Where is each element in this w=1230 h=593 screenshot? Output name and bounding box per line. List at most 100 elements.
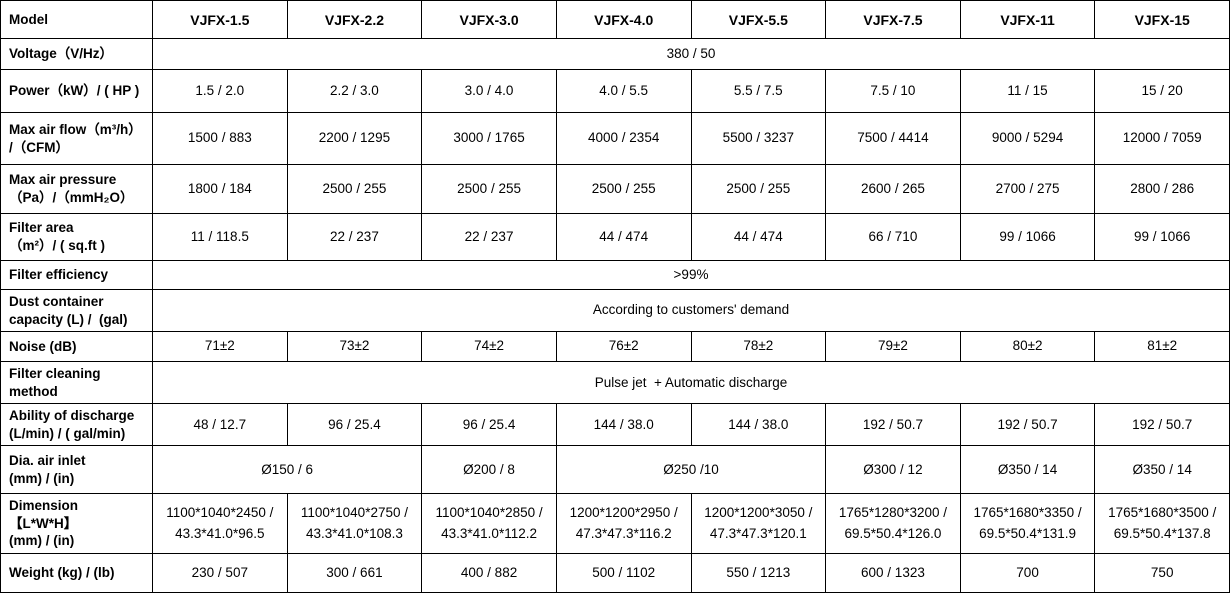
cell-power-6: 11 / 15 bbox=[959, 69, 1096, 113]
cell-filter-area-7: 99 / 1066 bbox=[1094, 213, 1230, 261]
table-row-power: Power（kW）/ ( HP ) 1.5 / 2.0 2.2 / 3.0 3.0 /… bbox=[0, 69, 1230, 113]
cell-power-3: 4.0 / 5.5 bbox=[555, 69, 692, 113]
row-label-weight: Weight (kg) / (lb) bbox=[0, 552, 153, 593]
cell-ability-of-discharge-6: 192 / 50.7 bbox=[959, 403, 1096, 447]
column-header-vjfx-7.5: VJFX-7.5 bbox=[825, 0, 961, 39]
table-row-dia-air-inlet: Dia. air inlet (mm) / (in) Ø150 / 6 Ø200 /… bbox=[0, 445, 1230, 495]
cell-max-air-flow-2: 3000 / 1765 bbox=[421, 112, 557, 165]
cell-noise-7: 81±2 bbox=[1094, 331, 1230, 363]
cell-max-air-flow-0: 1500 / 883 bbox=[152, 112, 288, 165]
table-row-dust-container-capacity: Dust container capacity (L) / (gal) Accor… bbox=[0, 288, 1230, 333]
table-row-filter-area: Filter area （m²）/ ( sq.ft ) 11 / 118.5 22 … bbox=[0, 213, 1230, 261]
corner-header-model: Model bbox=[0, 0, 153, 39]
cell-ability-of-discharge-2: 96 / 25.4 bbox=[421, 403, 557, 447]
cell-weight-7: 750 bbox=[1094, 552, 1230, 593]
table-row-noise: Noise (dB) 71±2 73±2 74±2 76±2 78±2 79±2 80±2 81… bbox=[0, 331, 1230, 363]
cell-filter-area-5: 66 / 710 bbox=[825, 213, 961, 261]
table-row-filter-cleaning-method: Filter cleaning method Pulse jet + Automa… bbox=[0, 361, 1230, 405]
cell-max-air-pressure-6: 2700 / 275 bbox=[959, 164, 1096, 214]
cell-dia-air-inlet-3: Ø300 / 12 bbox=[825, 445, 961, 495]
cell-dust-container-capacity-0: According to customers' demand bbox=[152, 288, 1230, 333]
header-row: Model VJFX-1.5 VJFX-2.2 VJFX-3.0 VJFX-4.0 VJF… bbox=[0, 0, 1230, 39]
cell-max-air-flow-7: 12000 / 7059 bbox=[1094, 112, 1230, 165]
cell-max-air-pressure-2: 2500 / 255 bbox=[421, 164, 557, 214]
cell-max-air-flow-5: 7500 / 4414 bbox=[825, 112, 961, 165]
column-header-vjfx-2.2: VJFX-2.2 bbox=[286, 0, 423, 39]
cell-ability-of-discharge-5: 192 / 50.7 bbox=[825, 403, 961, 447]
column-header-vjfx-4.0: VJFX-4.0 bbox=[555, 0, 692, 39]
cell-max-air-pressure-3: 2500 / 255 bbox=[555, 164, 692, 214]
cell-noise-3: 76±2 bbox=[555, 331, 692, 363]
row-label-dia-air-inlet: Dia. air inlet (mm) / (in) bbox=[0, 445, 153, 495]
cell-dimension-6: 1765*1680*3350 / 69.5*50.4*131.9 bbox=[959, 493, 1096, 554]
cell-noise-1: 73±2 bbox=[286, 331, 423, 363]
column-header-vjfx-15: VJFX-15 bbox=[1094, 0, 1230, 39]
cell-filter-area-6: 99 / 1066 bbox=[959, 213, 1096, 261]
cell-dimension-0: 1100*1040*2450 / 43.3*41.0*96.5 bbox=[152, 493, 288, 554]
column-header-vjfx-5.5: VJFX-5.5 bbox=[690, 0, 827, 39]
table-head: Model VJFX-1.5 VJFX-2.2 VJFX-3.0 VJFX-4.0 VJF… bbox=[0, 0, 1230, 39]
cell-weight-1: 300 / 661 bbox=[286, 552, 423, 593]
table-row-max-air-pressure: Max air pressure （Pa）/（mmH₂O） 1800 / 184 2… bbox=[0, 164, 1230, 214]
cell-noise-6: 80±2 bbox=[959, 331, 1096, 363]
row-label-ability-of-discharge: Ability of discharge (L/min) / ( gal/min… bbox=[0, 403, 153, 447]
cell-power-7: 15 / 20 bbox=[1094, 69, 1230, 113]
cell-filter-area-4: 44 / 474 bbox=[690, 213, 827, 261]
cell-filter-area-1: 22 / 237 bbox=[286, 213, 423, 261]
cell-dia-air-inlet-1: Ø200 / 8 bbox=[421, 445, 557, 495]
cell-noise-5: 79±2 bbox=[825, 331, 961, 363]
cell-noise-4: 78±2 bbox=[690, 331, 827, 363]
cell-dia-air-inlet-4: Ø350 / 14 bbox=[959, 445, 1096, 495]
cell-power-0: 1.5 / 2.0 bbox=[152, 69, 288, 113]
cell-weight-0: 230 / 507 bbox=[152, 552, 288, 593]
row-label-max-air-flow: Max air flow（m³/h） /（CFM） bbox=[0, 112, 153, 165]
row-label-dust-container-capacity: Dust container capacity (L) / (gal) bbox=[0, 288, 153, 333]
row-label-power: Power（kW）/ ( HP ) bbox=[0, 69, 153, 113]
row-label-voltage: Voltage（V/Hz） bbox=[0, 38, 153, 70]
table-row-dimension: Dimension 【L*W*H】 (mm) / (in) 1100*1040*2… bbox=[0, 493, 1230, 554]
cell-max-air-pressure-5: 2600 / 265 bbox=[825, 164, 961, 214]
cell-max-air-flow-4: 5500 / 3237 bbox=[690, 112, 827, 165]
table-row-ability-of-discharge: Ability of discharge (L/min) / ( gal/min… bbox=[0, 403, 1230, 447]
cell-dia-air-inlet-0: Ø150 / 6 bbox=[151, 445, 423, 495]
row-label-dimension: Dimension 【L*W*H】 (mm) / (in) bbox=[0, 493, 153, 554]
table-row-voltage: Voltage（V/Hz） 380 / 50 bbox=[0, 38, 1230, 70]
cell-max-air-pressure-4: 2500 / 255 bbox=[690, 164, 827, 214]
cell-power-4: 5.5 / 7.5 bbox=[690, 69, 827, 113]
column-header-vjfx-1.5: VJFX-1.5 bbox=[152, 0, 288, 39]
cell-noise-2: 74±2 bbox=[421, 331, 557, 363]
cell-dimension-1: 1100*1040*2750 / 43.3*41.0*108.3 bbox=[286, 493, 423, 554]
row-label-filter-area: Filter area （m²）/ ( sq.ft ) bbox=[0, 213, 153, 261]
cell-max-air-pressure-1: 2500 / 255 bbox=[286, 164, 423, 214]
cell-voltage-0: 380 / 50 bbox=[152, 38, 1230, 70]
cell-ability-of-discharge-7: 192 / 50.7 bbox=[1094, 403, 1230, 447]
cell-power-5: 7.5 / 10 bbox=[825, 69, 961, 113]
cell-ability-of-discharge-1: 96 / 25.4 bbox=[286, 403, 423, 447]
cell-ability-of-discharge-4: 144 / 38.0 bbox=[690, 403, 827, 447]
cell-dimension-3: 1200*1200*2950 / 47.3*47.3*116.2 bbox=[555, 493, 692, 554]
cell-filter-efficiency-0: >99% bbox=[152, 260, 1230, 290]
row-label-filter-cleaning-method: Filter cleaning method bbox=[0, 361, 153, 405]
column-header-vjfx-3.0: VJFX-3.0 bbox=[421, 0, 557, 39]
row-label-noise: Noise (dB) bbox=[0, 331, 153, 363]
cell-noise-0: 71±2 bbox=[152, 331, 288, 363]
column-header-vjfx-11: VJFX-11 bbox=[959, 0, 1096, 39]
cell-power-1: 2.2 / 3.0 bbox=[286, 69, 423, 113]
cell-max-air-pressure-0: 1800 / 184 bbox=[152, 164, 288, 214]
cell-weight-6: 700 bbox=[959, 552, 1096, 593]
cell-weight-2: 400 / 882 bbox=[421, 552, 557, 593]
table-row-max-air-flow: Max air flow（m³/h） /（CFM） 1500 / 883 2200 … bbox=[0, 112, 1230, 165]
cell-filter-cleaning-method-0: Pulse jet + Automatic discharge bbox=[152, 361, 1230, 405]
cell-max-air-flow-1: 2200 / 1295 bbox=[286, 112, 423, 165]
cell-max-air-flow-3: 4000 / 2354 bbox=[555, 112, 692, 165]
cell-max-air-flow-6: 9000 / 5294 bbox=[959, 112, 1096, 165]
cell-weight-4: 550 / 1213 bbox=[690, 552, 827, 593]
cell-dia-air-inlet-2: Ø250 /10 bbox=[555, 445, 827, 495]
cell-dimension-2: 1100*1040*2850 / 43.3*41.0*112.2 bbox=[421, 493, 557, 554]
row-label-max-air-pressure: Max air pressure （Pa）/（mmH₂O） bbox=[0, 164, 153, 214]
cell-dimension-5: 1765*1280*3200 / 69.5*50.4*126.0 bbox=[825, 493, 961, 554]
cell-dimension-7: 1765*1680*3500 / 69.5*50.4*137.8 bbox=[1094, 493, 1230, 554]
cell-power-2: 3.0 / 4.0 bbox=[421, 69, 557, 113]
table-body: Voltage（V/Hz） 380 / 50 Power（kW）/ ( HP ) 1.… bbox=[0, 38, 1230, 593]
